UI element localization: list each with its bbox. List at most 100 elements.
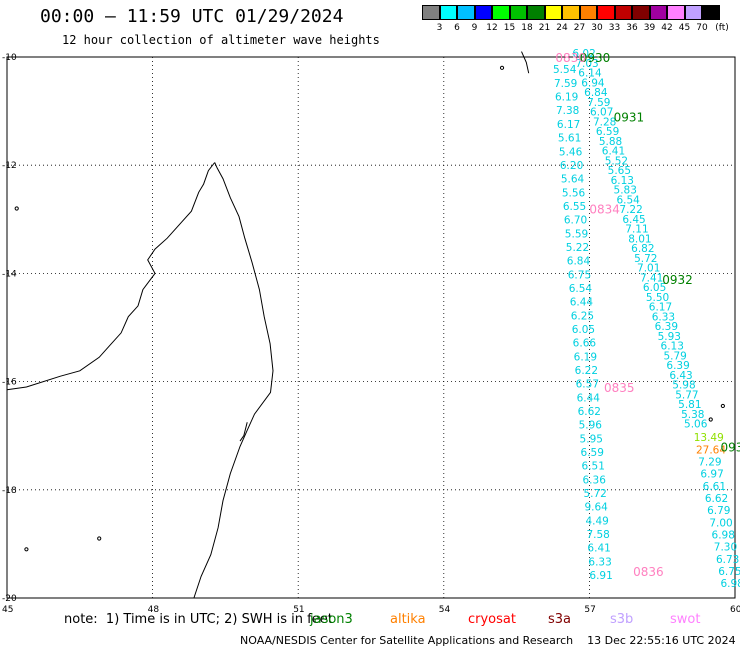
lon-axis-label: 51 bbox=[293, 605, 304, 615]
wave-height-label: 6.39 bbox=[666, 360, 689, 372]
wave-height-label: 5.38 bbox=[681, 409, 704, 421]
wave-height-label: 6.19 bbox=[555, 92, 578, 104]
legend-item-cryosat: cryosat bbox=[468, 612, 516, 627]
map-frame bbox=[6, 56, 736, 599]
wave-height-label: 5.65 bbox=[608, 165, 631, 177]
wave-height-label: 9.64 bbox=[584, 502, 608, 514]
wave-height-label: 6.98 bbox=[712, 529, 735, 541]
wave-height-label: 7.01 bbox=[637, 263, 660, 275]
wave-height-label: 6.75 bbox=[568, 269, 591, 281]
track-time-label: 0836 bbox=[633, 565, 664, 579]
wave-height-label: 7.00 bbox=[709, 517, 732, 529]
lon-axis-label: 60 bbox=[730, 605, 740, 615]
wave-height-colorbar: 3 6 9 12 15 18 21 24 27 30 33 36 39 42 45 70 (ft) bbox=[422, 5, 740, 35]
wave-height-label: 6.61 bbox=[703, 481, 726, 493]
track-time-label: 0931 bbox=[614, 111, 645, 125]
colorbar-swatch bbox=[632, 5, 650, 20]
wave-height-label: 6.70 bbox=[564, 215, 587, 227]
wave-height-label: 6.25 bbox=[571, 310, 594, 322]
wave-height-label: 5.72 bbox=[634, 253, 657, 265]
colorbar-swatch bbox=[614, 5, 632, 20]
wave-height-label: 6.17 bbox=[557, 119, 580, 131]
colorbar-label: 45 bbox=[678, 23, 691, 33]
legend-item-jason3: jason3 bbox=[310, 612, 353, 627]
footer-credit: NOAA/NESDIS Center for Satellite Applica… bbox=[240, 634, 736, 647]
track-time-label: 0834 bbox=[589, 202, 620, 216]
colorbar-swatch bbox=[457, 5, 475, 20]
colorbar-swatch bbox=[474, 5, 492, 20]
wave-height-label: 6.75 bbox=[718, 566, 740, 578]
wave-height-label: 5.88 bbox=[599, 136, 622, 148]
wave-height-label: 7.58 bbox=[586, 529, 609, 541]
lat-axis-label: -18 bbox=[2, 486, 17, 496]
lat-axis-label: -16 bbox=[2, 378, 17, 388]
island-outline bbox=[521, 51, 530, 74]
wave-height-label: 6.07 bbox=[590, 107, 613, 119]
colorbar-swatch bbox=[597, 5, 615, 20]
wave-height-label: 6.59 bbox=[581, 447, 604, 459]
wave-height-label: 6.66 bbox=[573, 338, 597, 350]
wave-height-label: 7.22 bbox=[619, 204, 642, 216]
lon-axis-label: 45 bbox=[2, 605, 13, 615]
wave-height-label: 7.29 bbox=[698, 456, 721, 468]
wave-height-label: 6.33 bbox=[588, 556, 611, 568]
legend-item-altika: altika bbox=[390, 612, 426, 627]
track-time-label: 0830 bbox=[555, 51, 586, 65]
wave-height-label: 5.72 bbox=[583, 488, 606, 500]
wave-height-label: 6.05 bbox=[643, 282, 666, 294]
wave-height-label: 6.44 bbox=[577, 392, 601, 404]
colorbar-unit: (ft) bbox=[715, 23, 729, 33]
wave-height-label: 7.59 bbox=[554, 78, 577, 90]
wave-height-label: 13.49 bbox=[694, 432, 724, 444]
legend-item-s3b: s3b bbox=[610, 612, 634, 627]
wave-height-label: 6.98 bbox=[720, 578, 740, 590]
wave-height-label: 7.59 bbox=[587, 97, 610, 109]
colorbar-label: 30 bbox=[591, 23, 603, 33]
wave-height-label: 6.91 bbox=[589, 570, 612, 582]
wave-height-label: 6.54 bbox=[616, 194, 640, 206]
wave-height-label: 6.13 bbox=[661, 341, 684, 353]
colorbar-label: 36 bbox=[626, 23, 638, 33]
lon-axis-label: 57 bbox=[584, 605, 595, 615]
wave-height-label: 6.19 bbox=[574, 351, 597, 363]
island-outline bbox=[24, 547, 29, 552]
wave-height-label: 6.84 bbox=[584, 87, 608, 99]
wave-height-label: 7.11 bbox=[625, 224, 648, 236]
island-outline bbox=[708, 417, 713, 422]
wave-height-label: 6.55 bbox=[563, 201, 586, 213]
colorbar-swatch bbox=[527, 5, 545, 20]
colorbar-label: 21 bbox=[538, 23, 551, 33]
wave-height-label: 6.57 bbox=[576, 379, 599, 391]
colorbar-label: 70 bbox=[696, 23, 708, 33]
colorbar-label: 39 bbox=[643, 23, 656, 33]
wave-height-label: 5.06 bbox=[684, 419, 708, 431]
lat-axis-label: -20 bbox=[2, 594, 17, 604]
wave-height-label: 6.36 bbox=[583, 474, 607, 486]
wave-height-label: 5.93 bbox=[658, 331, 681, 343]
wave-height-label: 6.17 bbox=[649, 302, 672, 314]
wave-height-label: 5.54 bbox=[553, 64, 577, 76]
wave-height-label: 5.95 bbox=[580, 433, 603, 445]
colorbar-label: 42 bbox=[661, 23, 673, 33]
map-subtitle: 12 hour collection of altimeter wave hei… bbox=[62, 33, 380, 47]
wave-height-label: 6.44 bbox=[570, 297, 594, 309]
wave-height-label: 5.59 bbox=[565, 228, 588, 240]
wave-height-label: 5.64 bbox=[561, 174, 585, 186]
wave-height-label: 6.20 bbox=[560, 160, 583, 172]
lat-axis-label: -12 bbox=[2, 161, 17, 171]
lon-axis-label: 48 bbox=[148, 605, 160, 615]
colorbar-label: 3 bbox=[436, 23, 443, 33]
wave-height-label: 7.03 bbox=[575, 58, 598, 70]
colorbar-swatch bbox=[684, 5, 702, 20]
wave-height-label: 6.02 bbox=[572, 48, 595, 60]
wave-height-label: 6.84 bbox=[567, 256, 591, 268]
wave-height-label: 6.13 bbox=[611, 175, 634, 187]
wave-height-label: 5.52 bbox=[605, 155, 628, 167]
wave-height-label: 6.73 bbox=[716, 554, 739, 566]
island-outline bbox=[239, 422, 248, 442]
wave-height-label: 6.14 bbox=[578, 68, 602, 80]
wave-height-label: 6.43 bbox=[669, 370, 692, 382]
wave-height-label: 6.41 bbox=[602, 146, 625, 158]
colorbar-swatch bbox=[439, 5, 457, 20]
